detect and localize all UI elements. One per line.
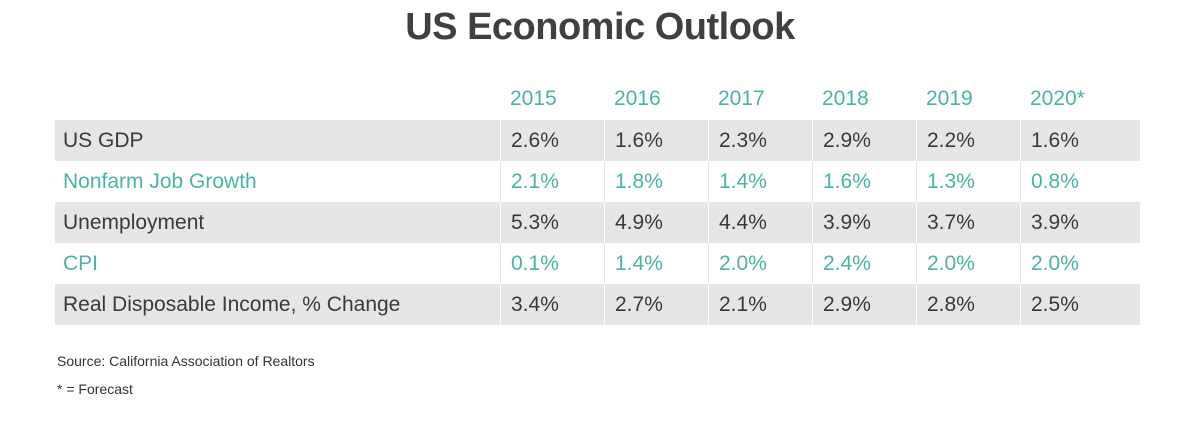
table-cell: 2.9% — [812, 284, 916, 325]
table-cell: 2.1% — [500, 161, 604, 202]
table-cell: 4.9% — [604, 202, 708, 243]
table-cell: 2.2% — [916, 120, 1020, 161]
table-cell: 2.0% — [1020, 243, 1140, 284]
column-header-year: 2015 — [510, 87, 557, 110]
table-cell: 3.7% — [916, 202, 1020, 243]
table-cell: 3.9% — [812, 202, 916, 243]
table-row: Real Disposable Income, % Change 3.4% 2.… — [55, 284, 1140, 325]
table-cell: 2.1% — [708, 284, 812, 325]
table-cell: 4.4% — [708, 202, 812, 243]
table-cell: 2.4% — [812, 243, 916, 284]
table-cell: 3.9% — [1020, 202, 1140, 243]
row-label: Unemployment — [55, 202, 500, 243]
table-cell: 1.6% — [604, 120, 708, 161]
table-cell: 2.3% — [708, 120, 812, 161]
table-row: Unemployment 5.3% 4.9% 4.4% 3.9% 3.7% 3.… — [55, 202, 1140, 243]
column-header-year: 2020* — [1030, 87, 1085, 110]
row-label: Real Disposable Income, % Change — [55, 284, 500, 325]
row-label: Nonfarm Job Growth — [55, 161, 500, 202]
table-cell: 5.3% — [500, 202, 604, 243]
column-header-year: 2017 — [718, 87, 765, 110]
table-cell: 1.6% — [812, 161, 916, 202]
forecast-note: * = Forecast — [57, 381, 133, 397]
table-cell: 0.1% — [500, 243, 604, 284]
table-cell: 2.8% — [916, 284, 1020, 325]
table-cell: 2.5% — [1020, 284, 1140, 325]
table-cell: 2.0% — [916, 243, 1020, 284]
table-cell: 3.4% — [500, 284, 604, 325]
column-header-year: 2019 — [926, 87, 973, 110]
table-row: US GDP 2.6% 1.6% 2.3% 2.9% 2.2% 1.6% — [55, 120, 1140, 161]
table-cell: 2.0% — [708, 243, 812, 284]
table-cell: 2.6% — [500, 120, 604, 161]
column-header-year: 2016 — [614, 87, 661, 110]
table-row: CPI 0.1% 1.4% 2.0% 2.4% 2.0% 2.0% — [55, 243, 1140, 284]
column-header-year: 2018 — [822, 87, 869, 110]
economic-outlook-table: 2015 2016 2017 2018 2019 2020* US GDP 2.… — [55, 78, 1140, 325]
header-row: 2015 2016 2017 2018 2019 2020* — [55, 78, 1140, 120]
table-cell: 1.3% — [916, 161, 1020, 202]
row-label: CPI — [55, 243, 500, 284]
source-note: Source: California Association of Realto… — [57, 353, 315, 369]
table-cell: 1.6% — [1020, 120, 1140, 161]
table-cell: 2.7% — [604, 284, 708, 325]
table-cell: 1.4% — [708, 161, 812, 202]
row-label: US GDP — [55, 120, 500, 161]
table-cell: 1.4% — [604, 243, 708, 284]
chart-title: US Economic Outlook — [405, 6, 795, 48]
table-cell: 2.9% — [812, 120, 916, 161]
table-cell: 1.8% — [604, 161, 708, 202]
table-cell: 0.8% — [1020, 161, 1140, 202]
header-corner — [55, 78, 500, 120]
table-row: Nonfarm Job Growth 2.1% 1.8% 1.4% 1.6% 1… — [55, 161, 1140, 202]
